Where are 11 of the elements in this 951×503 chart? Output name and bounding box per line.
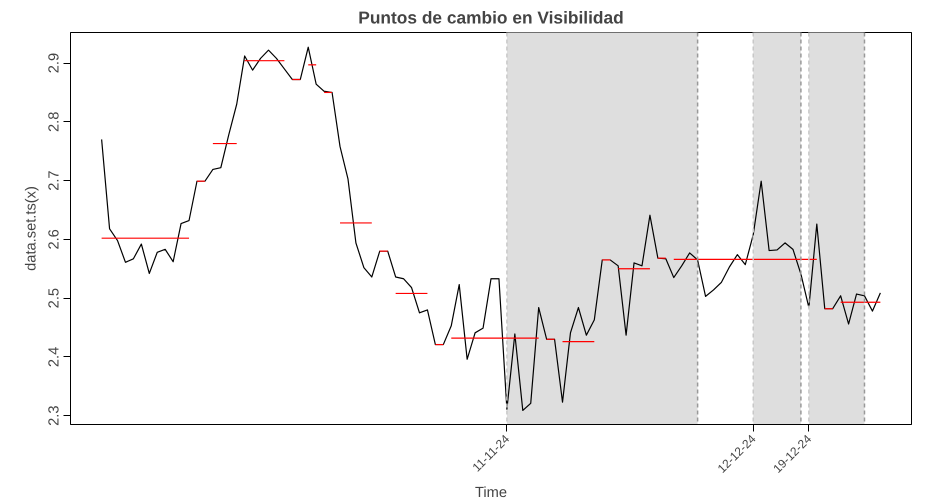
y-tick-label: 2.4 [46, 346, 62, 368]
y-tick-label: 2.3 [46, 405, 62, 426]
y-tick-label: 2.5 [46, 288, 62, 308]
x-axis-title: Time [474, 484, 508, 501]
y-tick-label: 2.9 [46, 52, 62, 74]
line-series [101, 46, 881, 411]
y-axis-title: data.set.ts(x) [24, 186, 40, 271]
y-tick-label: 2.8 [46, 112, 62, 132]
chart-title: Puntos de cambio en Visibilidad [358, 8, 624, 28]
y-tick-label: 2.6 [46, 229, 62, 250]
y-tick-label: 2.7 [46, 170, 62, 191]
